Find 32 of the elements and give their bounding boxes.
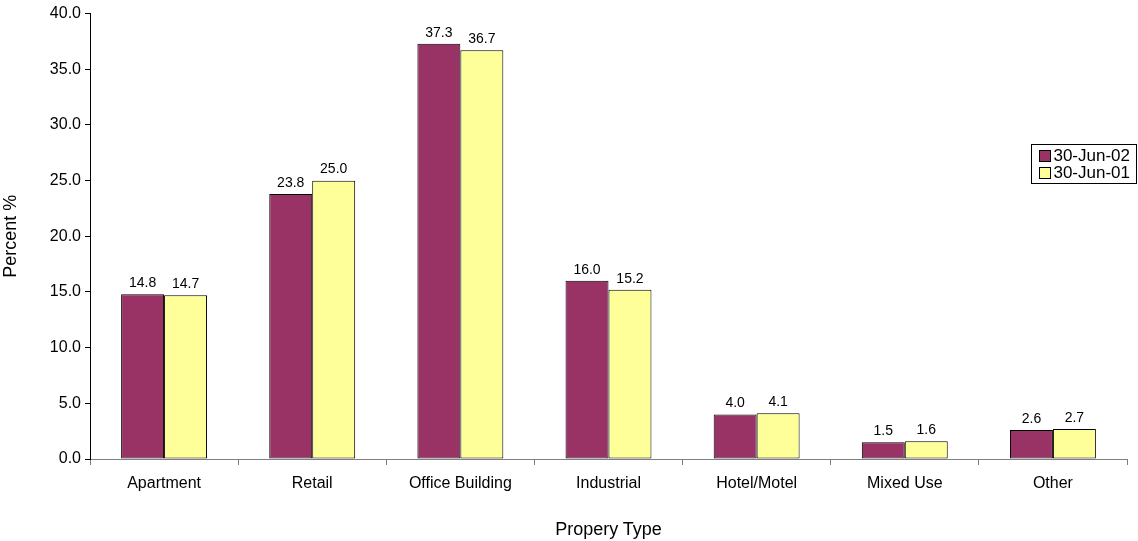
- y-tick-label: 5.0: [58, 393, 82, 411]
- data-label: 14.8: [128, 274, 157, 291]
- y-tick-label: 15.0: [49, 282, 82, 300]
- data-label: 36.7: [468, 30, 496, 47]
- x-tick-label: Office Building: [408, 474, 512, 492]
- x-tick-label: Hotel/Motel: [716, 474, 798, 492]
- x-tick-label: Retail: [291, 474, 333, 492]
- y-tick-label: 30.0: [49, 115, 82, 133]
- data-label: 4.1: [768, 393, 789, 410]
- data-label: 2.6: [1021, 409, 1042, 426]
- y-tick-label: 0.0: [58, 449, 82, 467]
- data-label: 16.0: [573, 260, 601, 277]
- data-label: 1.6: [916, 421, 937, 438]
- y-axis-title: Percent %: [0, 194, 20, 278]
- x-tick-label: Mixed Use: [867, 474, 943, 492]
- data-label: 25.0: [320, 160, 348, 177]
- y-tick-label: 20.0: [49, 226, 82, 244]
- x-tick-label: Industrial: [576, 474, 641, 492]
- data-label: 37.3: [425, 23, 453, 40]
- data-label: 1.5: [873, 422, 894, 439]
- data-label: 15.2: [616, 269, 644, 286]
- y-tick-label: 10.0: [49, 338, 82, 356]
- data-label: 14.7: [171, 275, 200, 292]
- y-tick-label: 35.0: [49, 59, 82, 77]
- data-label: 2.7: [1064, 408, 1085, 425]
- data-label: 4.0: [725, 394, 746, 411]
- x-tick-label: Other: [1032, 474, 1074, 492]
- data-label: 23.8: [277, 173, 305, 190]
- x-tick-label: Apartment: [127, 474, 202, 492]
- y-tick-label: 25.0: [49, 171, 82, 189]
- x-axis-title: Propery Type: [555, 519, 662, 540]
- y-tick-label: 40.0: [49, 4, 82, 22]
